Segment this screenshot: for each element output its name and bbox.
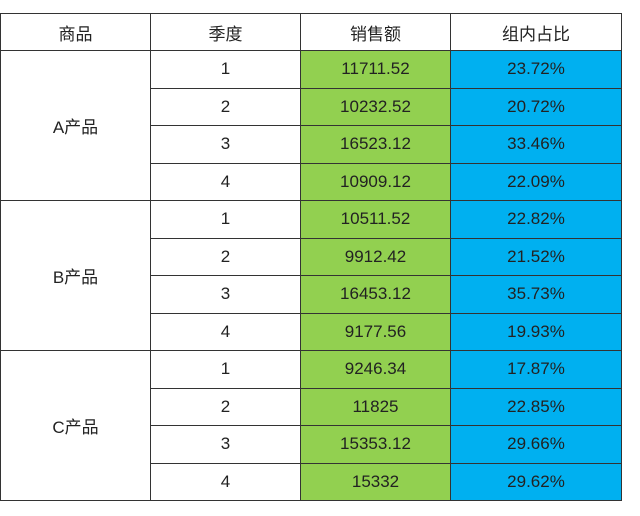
- product-cell: C产品: [0, 350, 151, 501]
- share-cell: 29.66%: [450, 425, 622, 464]
- table-row: 4 15332 29.62%: [1, 462, 622, 501]
- table-body: A产品 1 11711.52 23.72% 2 10232.52 20.72% 3 16523.…: [0, 50, 622, 501]
- sales-cell: 16453.12: [300, 275, 451, 314]
- table-row: A产品 1 11711.52 23.72%: [0, 50, 622, 201]
- product-cell: A产品: [0, 50, 151, 201]
- table-row: 4 9177.56 19.93%: [1, 312, 622, 351]
- sales-cell: 9246.34: [300, 350, 451, 389]
- table-row: C产品 1 9246.34 17.87%: [0, 350, 622, 501]
- share-cell: 22.09%: [450, 162, 622, 201]
- share-cell: 20.72%: [450, 87, 622, 126]
- sales-cell: 9177.56: [300, 312, 451, 351]
- quarter-cell: 1: [150, 50, 301, 89]
- sales-cell: 10511.52: [300, 200, 451, 239]
- quarter-cell: 3: [150, 275, 301, 314]
- share-cell: 21.52%: [450, 237, 622, 276]
- sales-cell: 16523.12: [300, 125, 451, 164]
- sales-cell: 11711.52: [300, 50, 451, 89]
- sales-table: 商品 季度 销售额 组内占比 A产品 1 11711.52 23.72% 2 10232.52 2…: [0, 13, 622, 501]
- table-row: 3 15353.12 29.66%: [1, 425, 622, 464]
- share-cell: 23.72%: [450, 50, 622, 89]
- table-row: 4 10909.12 22.09%: [1, 162, 622, 201]
- sales-cell: 9912.42: [300, 237, 451, 276]
- header-cell: 组内占比: [450, 13, 622, 51]
- share-cell: 33.46%: [450, 125, 622, 164]
- share-cell: 22.82%: [450, 200, 622, 239]
- quarter-cell: 2: [150, 87, 301, 126]
- table-row: 2 10232.52 20.72%: [1, 87, 622, 126]
- share-cell: 17.87%: [450, 350, 622, 389]
- table-row: 3 16453.12 35.73%: [1, 275, 622, 314]
- product-cell: B产品: [0, 200, 151, 351]
- table-row: 3 16523.12 33.46%: [1, 125, 622, 164]
- sales-cell: 15332: [300, 462, 451, 501]
- quarter-cell: 2: [150, 237, 301, 276]
- header-cell: 季度: [150, 13, 301, 51]
- quarter-cell: 4: [150, 162, 301, 201]
- share-cell: 35.73%: [450, 275, 622, 314]
- quarter-cell: 2: [150, 387, 301, 426]
- quarter-cell: 4: [150, 312, 301, 351]
- header-cell: 销售额: [300, 13, 451, 51]
- table-header: 商品 季度 销售额 组内占比: [0, 13, 622, 51]
- table-container: 商品 季度 销售额 组内占比 A产品 1 11711.52 23.72% 2 10232.52 2…: [0, 13, 622, 501]
- sales-cell: 10909.12: [300, 162, 451, 201]
- sales-cell: 11825: [300, 387, 451, 426]
- table-row: 2 9912.42 21.52%: [1, 237, 622, 276]
- quarter-cell: 1: [150, 350, 301, 389]
- sales-cell: 15353.12: [300, 425, 451, 464]
- quarter-cell: 3: [150, 425, 301, 464]
- share-cell: 19.93%: [450, 312, 622, 351]
- share-cell: 22.85%: [450, 387, 622, 426]
- quarter-cell: 3: [150, 125, 301, 164]
- quarter-cell: 4: [150, 462, 301, 501]
- quarter-cell: 1: [150, 200, 301, 239]
- header-row: 商品 季度 销售额 组内占比: [0, 13, 622, 51]
- sales-cell: 10232.52: [300, 87, 451, 126]
- share-cell: 29.62%: [450, 462, 622, 501]
- table-row: 2 11825 22.85%: [1, 387, 622, 426]
- table-row: B产品 1 10511.52 22.82%: [0, 200, 622, 351]
- header-cell: 商品: [0, 13, 151, 51]
